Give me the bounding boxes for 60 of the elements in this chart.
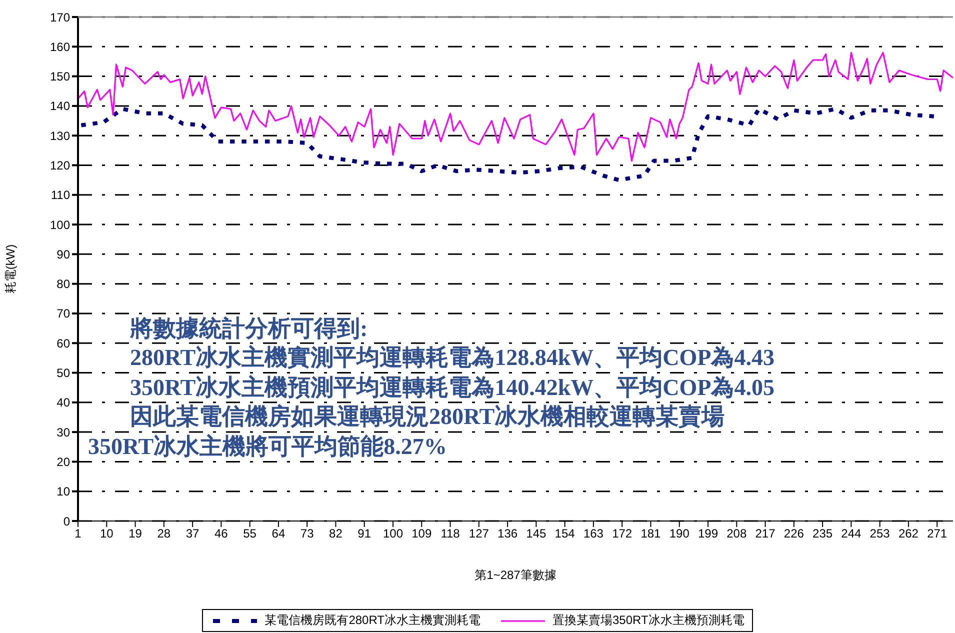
x-tick-label: 109 [412,526,432,541]
y-tick-label: 170 [50,10,70,24]
x-axis-title: 第1~287筆數據 [474,568,556,582]
y-tick-label: 150 [50,70,70,84]
y-tick-label: 130 [50,128,70,143]
x-tick-label: 226 [784,526,804,541]
y-tick-label: 10 [56,484,70,499]
y-tick-label: 120 [50,158,70,172]
annotation: 因此某電信機房如果運轉現況280RT冰水機相較運轉某賣場 [129,403,726,432]
x-tick-label: 10 [100,526,114,541]
x-tick-label: 100 [382,526,404,541]
legend-label: 置換某賣場350RT冰水主機預測耗電 [552,612,744,629]
x-tick-label: 172 [612,526,632,541]
x-tick-label: 1 [74,526,82,541]
annotation: 將數據統計分析可得到: [128,314,369,342]
y-tick-label: 40 [56,396,70,410]
x-tick-label: 190 [669,526,690,541]
x-tick-label: 64 [272,526,286,541]
x-tick-label: 244 [841,526,862,541]
y-tick-label: 60 [56,336,70,350]
x-tick-label: 163 [583,526,604,541]
y-tick-label: 90 [56,247,70,262]
x-tick-label: 37 [186,526,200,541]
x-tick-label: 19 [128,526,142,541]
x-tick-label: 118 [440,526,460,541]
y-tick-label: 110 [50,188,70,202]
y-tick-label: 70 [56,306,70,321]
x-tick-label: 154 [554,526,576,541]
x-tick-label: 208 [726,526,747,541]
line-series [78,52,953,162]
x-tick-label: 136 [498,526,518,541]
x-tick-label: 199 [698,526,718,541]
annotation: 350RT冰水主機將可平均節能8.27% [88,433,448,462]
x-tick-label: 145 [526,526,547,541]
x-tick-label: 271 [927,526,948,541]
x-tick-label: 91 [358,526,372,541]
y-tick-label: 160 [50,40,70,54]
x-tick-label: 73 [300,526,314,541]
annotation: 350RT冰水主機預測平均運轉耗電為140.42kW、平均COP為4.05 [129,374,774,402]
y-tick-label: 20 [56,454,70,469]
y-tick-label: 140 [50,99,70,114]
y-tick-label: 80 [56,277,70,292]
y-tick-label: 30 [56,425,70,440]
line-series [79,106,936,182]
x-tick-label: 181 [640,526,662,541]
y-tick-label: 100 [50,218,70,232]
x-tick-label: 235 [812,526,833,541]
x-tick-label: 262 [898,526,919,541]
x-tick-label: 46 [214,526,228,541]
x-tick-label: 127 [468,526,490,541]
x-tick-label: 28 [157,526,171,541]
legend-label: 某電信機房既有280RT冰水主機實測耗電 [264,612,480,629]
y-tick-label: 0 [63,514,70,528]
x-tick-label: 55 [243,526,257,541]
x-tick-label: 82 [329,526,343,541]
annotation: 280RT冰水主機實測平均運轉耗電為128.84kW、平均COP為4.43 [129,344,774,372]
x-tick-label: 217 [755,526,776,541]
y-tick-label: 50 [56,366,70,380]
y-axis-title: 耗電(kW) [3,244,18,294]
x-tick-label: 253 [870,526,890,541]
